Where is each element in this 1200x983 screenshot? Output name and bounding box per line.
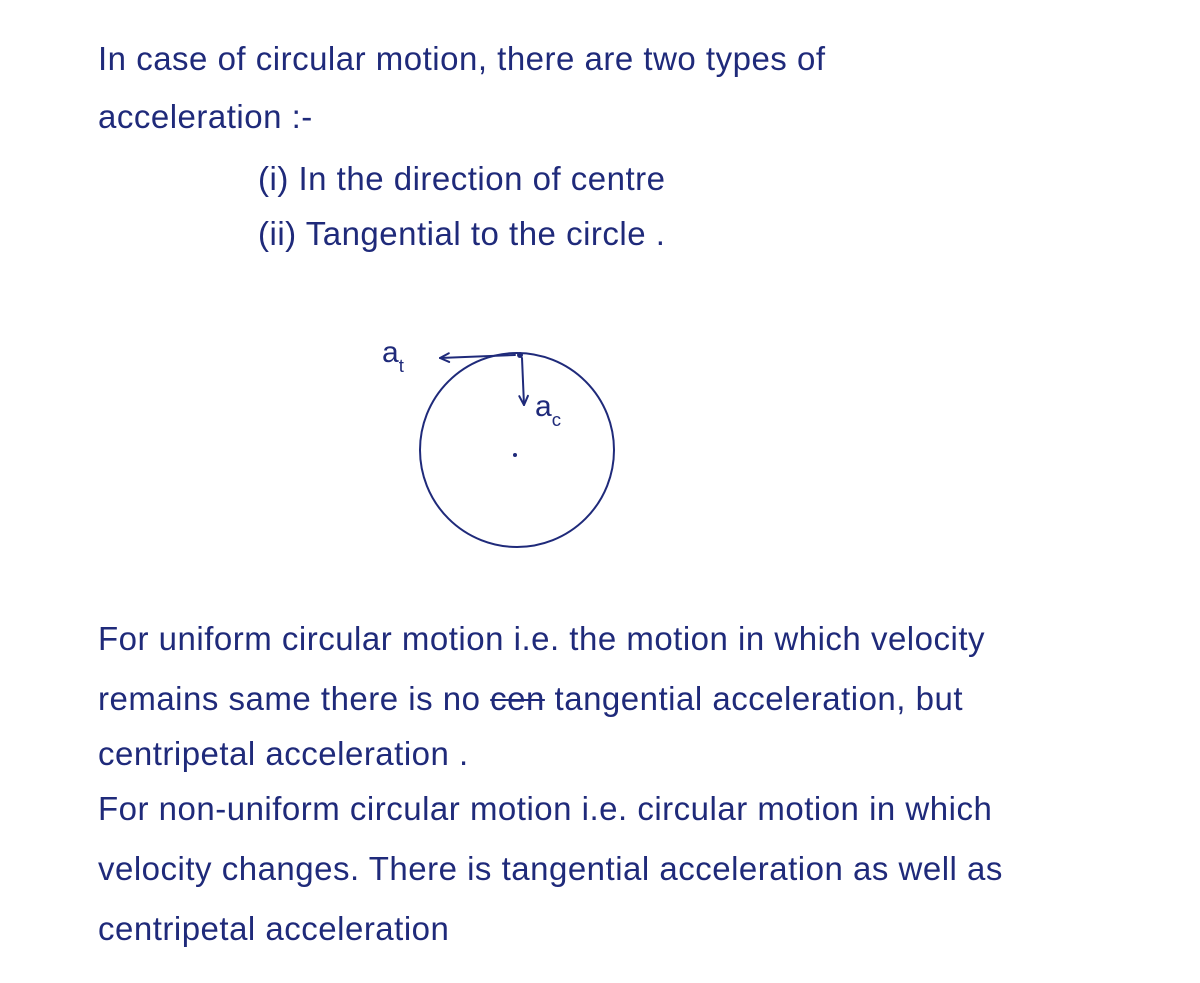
- line-8: For non-uniform circular motion i.e. cir…: [98, 790, 992, 828]
- label-at: at: [382, 336, 404, 374]
- page: In case of circular motion, there are tw…: [0, 0, 1200, 983]
- label-ac-a: a: [535, 390, 552, 423]
- line-9b: changes. There is tangential acceleratio…: [212, 850, 1003, 887]
- line-9a: velocity: [98, 850, 212, 887]
- label-at-a: a: [382, 336, 399, 369]
- line-9: velocity changes. There is tangential ac…: [98, 850, 1003, 888]
- line-6a: remains same there is no: [98, 680, 490, 717]
- line-6: remains same there is no cen tangential …: [98, 680, 963, 718]
- label-at-sub: t: [399, 355, 404, 376]
- label-ac: ac: [535, 390, 561, 428]
- line-10: centripetal acceleration: [98, 910, 449, 948]
- line-5b: velocity: [871, 620, 985, 657]
- label-ac-sub: c: [552, 409, 561, 430]
- line-6c: tangential acceleration, but: [545, 680, 963, 717]
- line-5a: For uniform circular motion i.e. the mot…: [98, 620, 871, 657]
- line-7: centripetal acceleration .: [98, 735, 469, 773]
- line-5: For uniform circular motion i.e. the mot…: [98, 620, 985, 658]
- diagram: [0, 0, 1200, 983]
- line-6b-struck: cen: [490, 680, 545, 717]
